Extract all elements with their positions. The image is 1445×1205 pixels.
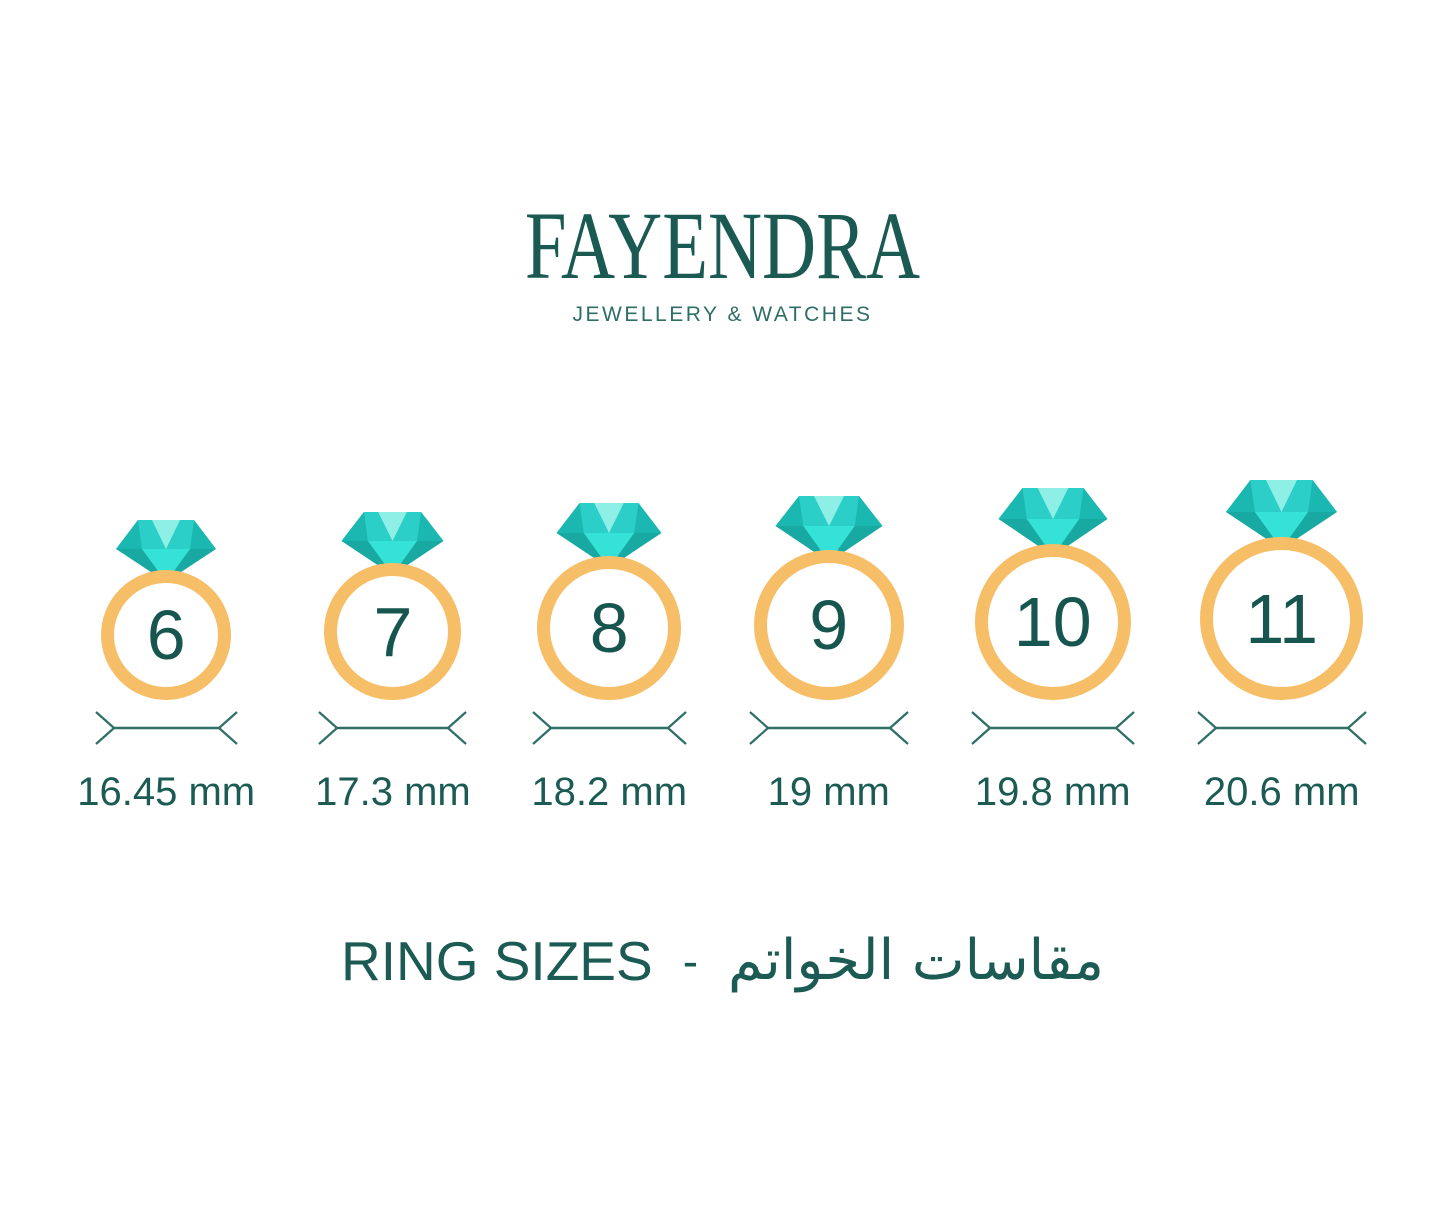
diameter-label: 19.8 mm bbox=[974, 770, 1131, 814]
diameter-label: 20.6 mm bbox=[1203, 770, 1360, 814]
chart-title-english: RING SIZES bbox=[340, 929, 653, 992]
diameter-label: 17.3 mm bbox=[315, 770, 471, 814]
ring-graphic: 10 bbox=[973, 468, 1133, 700]
ring-graphic: 8 bbox=[535, 468, 683, 700]
diameter-label: 19 mm bbox=[767, 770, 890, 814]
ring-graphic: 6 bbox=[99, 468, 233, 700]
brand-name: FAYENDRA bbox=[524, 192, 921, 299]
diameter-arrow-icon bbox=[318, 711, 468, 745]
ring-size-number: 6 bbox=[146, 596, 186, 674]
ring-size-number: 7 bbox=[373, 592, 413, 671]
title-separator: - bbox=[682, 934, 699, 987]
diameter-label: 16.45 mm bbox=[77, 770, 256, 814]
diamond-ring-icon bbox=[753, 496, 904, 700]
diameter-arrow-icon bbox=[749, 711, 909, 745]
ring-size-item: 7 17.3 mm bbox=[315, 468, 471, 815]
diamond-ring-icon bbox=[537, 503, 682, 700]
diamond-ring-icon bbox=[324, 512, 462, 700]
rings-row: 6 16.45 mm 7 17.3 mm 8 18.2 mm 9 19 mm 1… bbox=[0, 468, 1445, 815]
brand-logo: FAYENDRA JEWELLERY & WATCHES bbox=[0, 198, 1445, 327]
ring-size-number: 9 bbox=[809, 586, 849, 664]
ring-size-item: 10 19.8 mm bbox=[970, 468, 1136, 815]
ring-graphic: 7 bbox=[322, 468, 463, 700]
chart-title-arabic: مقاسات الخواتم bbox=[728, 928, 1105, 993]
diameter-label: 18.2 mm bbox=[531, 770, 688, 814]
ring-size-number: 8 bbox=[589, 589, 629, 667]
diameter-arrow-icon bbox=[532, 711, 687, 745]
ring-graphic: 11 bbox=[1198, 468, 1365, 700]
ring-size-item: 11 20.6 mm bbox=[1196, 468, 1368, 815]
diameter-arrow-icon bbox=[94, 711, 238, 745]
diamond-ring-icon bbox=[974, 488, 1131, 700]
diamond-ring-icon bbox=[101, 520, 232, 700]
diameter-arrow-icon bbox=[971, 711, 1135, 745]
ring-size-item: 8 18.2 mm bbox=[531, 468, 688, 815]
brand-tagline: JEWELLERY & WATCHES bbox=[572, 303, 873, 326]
chart-title: RING SIZES - مقاسات الخواتم bbox=[0, 928, 1445, 993]
ring-size-number: 10 bbox=[1013, 583, 1092, 661]
ring-size-number: 11 bbox=[1245, 579, 1319, 658]
ring-size-item: 6 16.45 mm bbox=[77, 468, 255, 815]
diamond-ring-icon bbox=[1200, 480, 1364, 700]
ring-size-item: 9 19 mm bbox=[748, 468, 910, 815]
diameter-arrow-icon bbox=[1197, 711, 1367, 745]
ring-graphic: 9 bbox=[752, 468, 906, 700]
